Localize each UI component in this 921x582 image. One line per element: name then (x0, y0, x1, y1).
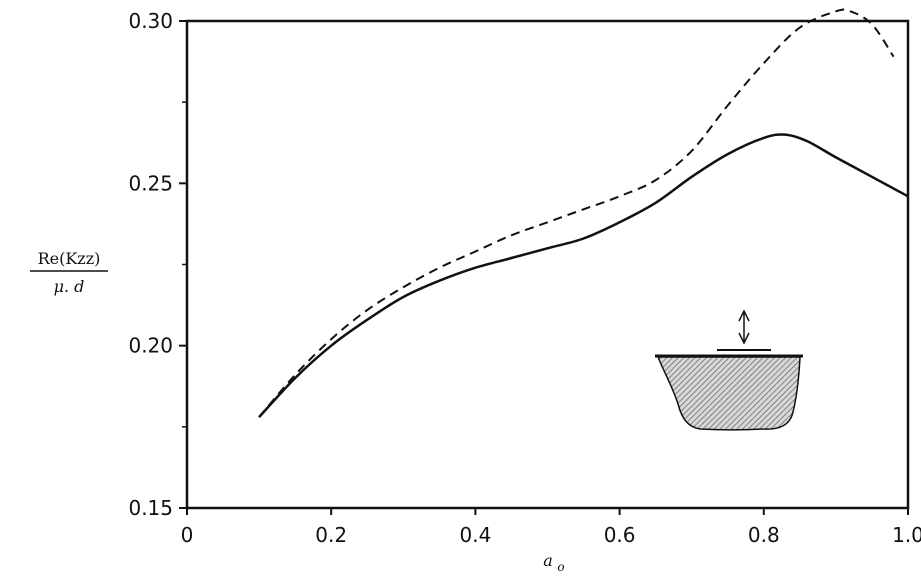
x-axis-title-subscript: o (557, 560, 564, 574)
y-axis-title: Re(Kzz) μ. d (30, 249, 108, 296)
y-tick-label: 0.25 (128, 171, 173, 195)
inset-foundation-diagram (655, 309, 803, 431)
series-line-dashed (258, 8, 895, 418)
ticks-layer: 0 0.2 0.4 0.6 0.8 1.0 0.15 0.20 0.25 0.30 (128, 9, 921, 547)
series-layer (258, 8, 909, 418)
y-tick-label: 0.15 (128, 496, 173, 520)
y-axis-title-numerator: Re(Kzz) (38, 249, 101, 268)
x-tick-label: 1.0 (892, 523, 921, 547)
excitation-arrow-head-up-icon (738, 309, 750, 322)
x-tick-label: 0.4 (459, 523, 491, 547)
y-axis-title-denominator: μ. d (54, 277, 85, 296)
x-tick-label: 0.2 (315, 523, 347, 547)
excitation-arrow-head-down-icon (738, 332, 750, 345)
x-tick-label: 0.8 (748, 523, 780, 547)
x-axis-title-main: a (543, 551, 553, 570)
x-axis-title: a o (543, 551, 564, 574)
plot-frame (185, 19, 910, 510)
y-tick-label: 0.20 (128, 334, 173, 358)
x-tick-label: 0.6 (604, 523, 636, 547)
series-line-solid (258, 133, 909, 418)
x-tick-label: 0 (181, 523, 194, 547)
soil-halfspace-shape (656, 356, 801, 431)
y-tick-label: 0.30 (128, 9, 173, 33)
